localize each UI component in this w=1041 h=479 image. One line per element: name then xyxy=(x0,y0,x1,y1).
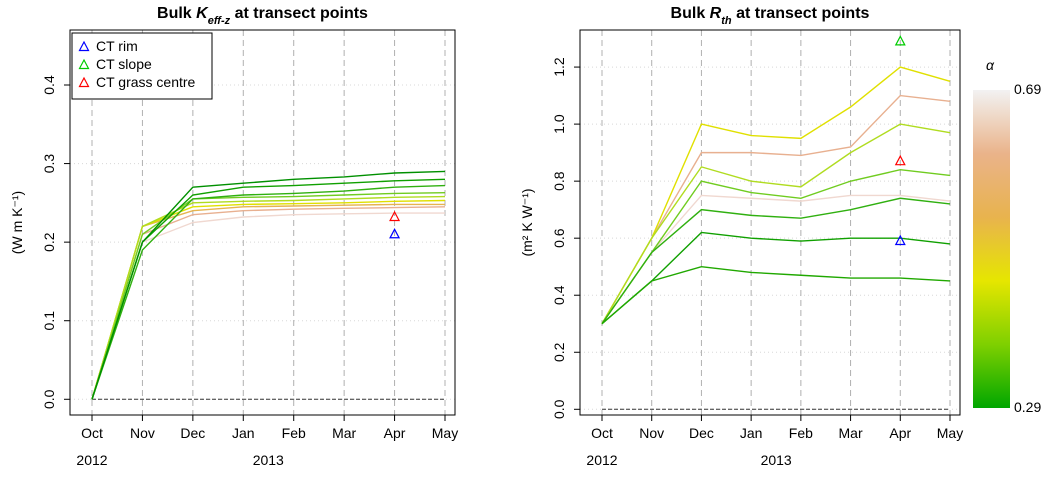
data-line xyxy=(601,66,951,325)
legend-label: CT slope xyxy=(96,56,152,72)
x-tick-label: Mar xyxy=(332,425,356,441)
data-line xyxy=(91,184,446,400)
x-tick-label: Apr xyxy=(384,425,406,441)
marker xyxy=(894,154,906,166)
title-part: Bulk xyxy=(157,5,196,22)
x-tick-label: Oct xyxy=(81,425,103,441)
title-part: eff-z xyxy=(208,15,231,27)
legend-marker xyxy=(78,76,90,88)
y-tick-label: 0.0 xyxy=(41,389,57,409)
y-axis-label: (W m K⁻¹) xyxy=(9,191,25,254)
title-part: at transect points xyxy=(230,5,368,22)
x-tick-label: Nov xyxy=(130,425,155,441)
data-line xyxy=(601,231,951,325)
year-label: 2013 xyxy=(253,452,284,468)
year-label: 2012 xyxy=(76,452,107,468)
colorbar-tick-label: 0.69 xyxy=(1014,81,1041,97)
x-tick-label: Feb xyxy=(282,425,306,441)
x-tick-label: Dec xyxy=(689,425,714,441)
x-tick-label: Oct xyxy=(591,425,613,441)
data-line xyxy=(91,206,446,400)
data-line xyxy=(601,197,951,325)
title-part: th xyxy=(721,15,732,27)
marker xyxy=(389,228,401,239)
y-tick-label: 0.3 xyxy=(41,154,57,174)
data-line xyxy=(91,178,446,400)
x-tick-label: Jan xyxy=(232,425,255,441)
x-tick-label: May xyxy=(432,425,458,441)
x-tick-label: Nov xyxy=(639,425,664,441)
marker xyxy=(894,35,906,46)
y-tick-label: 0.4 xyxy=(41,75,57,95)
title-part: Bulk xyxy=(671,5,710,22)
legend-marker xyxy=(78,40,90,52)
y-tick-label: 0.1 xyxy=(41,311,57,331)
y-tick-label: 0.4 xyxy=(551,285,567,305)
y-tick-label: 0.8 xyxy=(551,171,567,191)
data-line xyxy=(91,191,446,400)
chart-title: Bulk Rth at transect points xyxy=(671,5,870,27)
y-tick-label: 1.2 xyxy=(551,57,567,77)
data-line xyxy=(91,170,446,400)
data-line xyxy=(91,195,446,400)
data-line xyxy=(601,194,951,325)
data-line xyxy=(91,212,445,400)
data-line xyxy=(601,123,951,325)
title-part: R xyxy=(710,5,722,22)
y-tick-label: 1.0 xyxy=(551,114,567,134)
x-tick-label: Apr xyxy=(889,425,911,441)
legend-box xyxy=(71,32,213,100)
y-tick-label: 0.0 xyxy=(551,399,567,419)
data-line xyxy=(601,265,951,325)
y-tick-label: 0.2 xyxy=(41,232,57,252)
marker xyxy=(389,210,401,222)
y-tick-label: 0.6 xyxy=(551,228,567,248)
y-axis-label: (m² K W⁻¹) xyxy=(519,188,535,256)
colorbar-tick-label: 0.29 xyxy=(1014,399,1041,415)
plot-frame xyxy=(69,29,456,416)
legend-label: CT grass centre xyxy=(96,74,196,90)
data-line xyxy=(601,169,951,325)
x-tick-label: Jan xyxy=(740,425,763,441)
data-line xyxy=(91,199,446,400)
title-part: at transect points xyxy=(732,5,870,22)
legend-marker xyxy=(78,58,90,70)
colorbar-label: α xyxy=(986,57,995,73)
marker xyxy=(894,234,906,246)
year-label: 2012 xyxy=(586,452,617,468)
data-line xyxy=(601,94,951,325)
y-tick-label: 0.2 xyxy=(551,342,567,362)
chart-title: Bulk Keff-z at transect points xyxy=(157,5,368,27)
colorbar xyxy=(973,90,1010,408)
legend-label: CT rim xyxy=(96,38,138,54)
x-tick-label: Mar xyxy=(839,425,863,441)
x-tick-label: Feb xyxy=(789,425,813,441)
plot-frame xyxy=(579,29,961,416)
year-label: 2013 xyxy=(761,452,792,468)
title-part: K xyxy=(196,5,209,22)
x-tick-label: Dec xyxy=(180,425,205,441)
x-tick-label: May xyxy=(937,425,963,441)
